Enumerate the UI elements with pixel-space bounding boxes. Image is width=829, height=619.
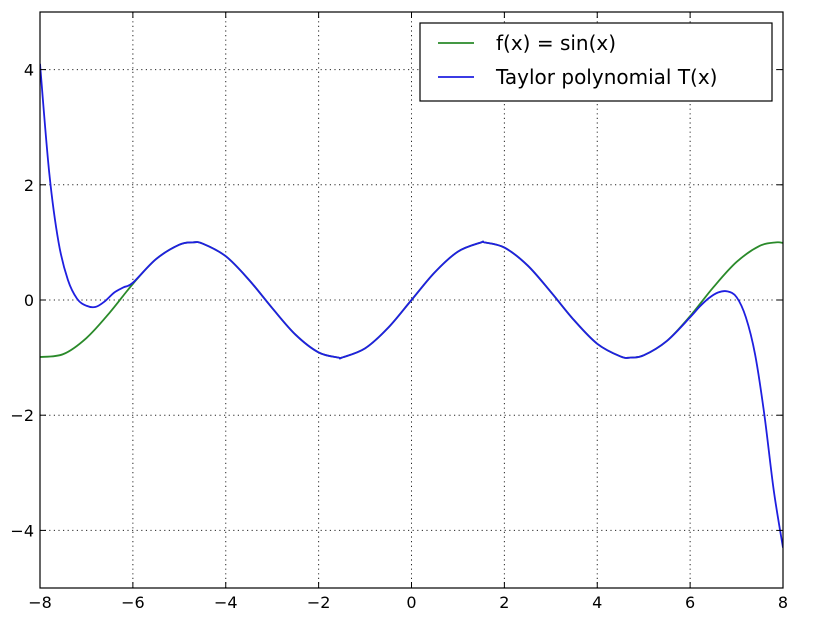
x-tick-label: 4 [592, 593, 602, 612]
tick-marks [39, 12, 784, 588]
series-layer [40, 63, 783, 548]
y-axis-tick-labels: −4 −2 0 2 4 [10, 61, 34, 541]
legend-box [419, 22, 773, 102]
legend: f(x) = sin(x) Taylor polynomial T(x) [419, 22, 773, 102]
y-tick-label: 4 [24, 61, 34, 80]
legend-label-sin: f(x) = sin(x) [496, 31, 616, 55]
x-tick-label: −6 [121, 593, 145, 612]
x-tick-label: 6 [685, 593, 695, 612]
y-tick-label: −2 [10, 406, 34, 425]
y-tick-label: 2 [24, 176, 34, 195]
x-tick-label: 2 [499, 593, 509, 612]
legend-label-taylor: Taylor polynomial T(x) [495, 65, 717, 89]
y-tick-label: −4 [10, 521, 34, 540]
series-line-taylor [40, 63, 783, 548]
x-tick-label: 0 [406, 593, 416, 612]
x-tick-label: −4 [214, 593, 238, 612]
x-tick-label: 8 [778, 593, 788, 612]
x-tick-label: −8 [28, 593, 52, 612]
y-tick-label: 0 [24, 291, 34, 310]
x-tick-label: −2 [307, 593, 331, 612]
x-axis-tick-labels: −8 −6 −4 −2 0 2 4 6 8 [28, 593, 788, 612]
